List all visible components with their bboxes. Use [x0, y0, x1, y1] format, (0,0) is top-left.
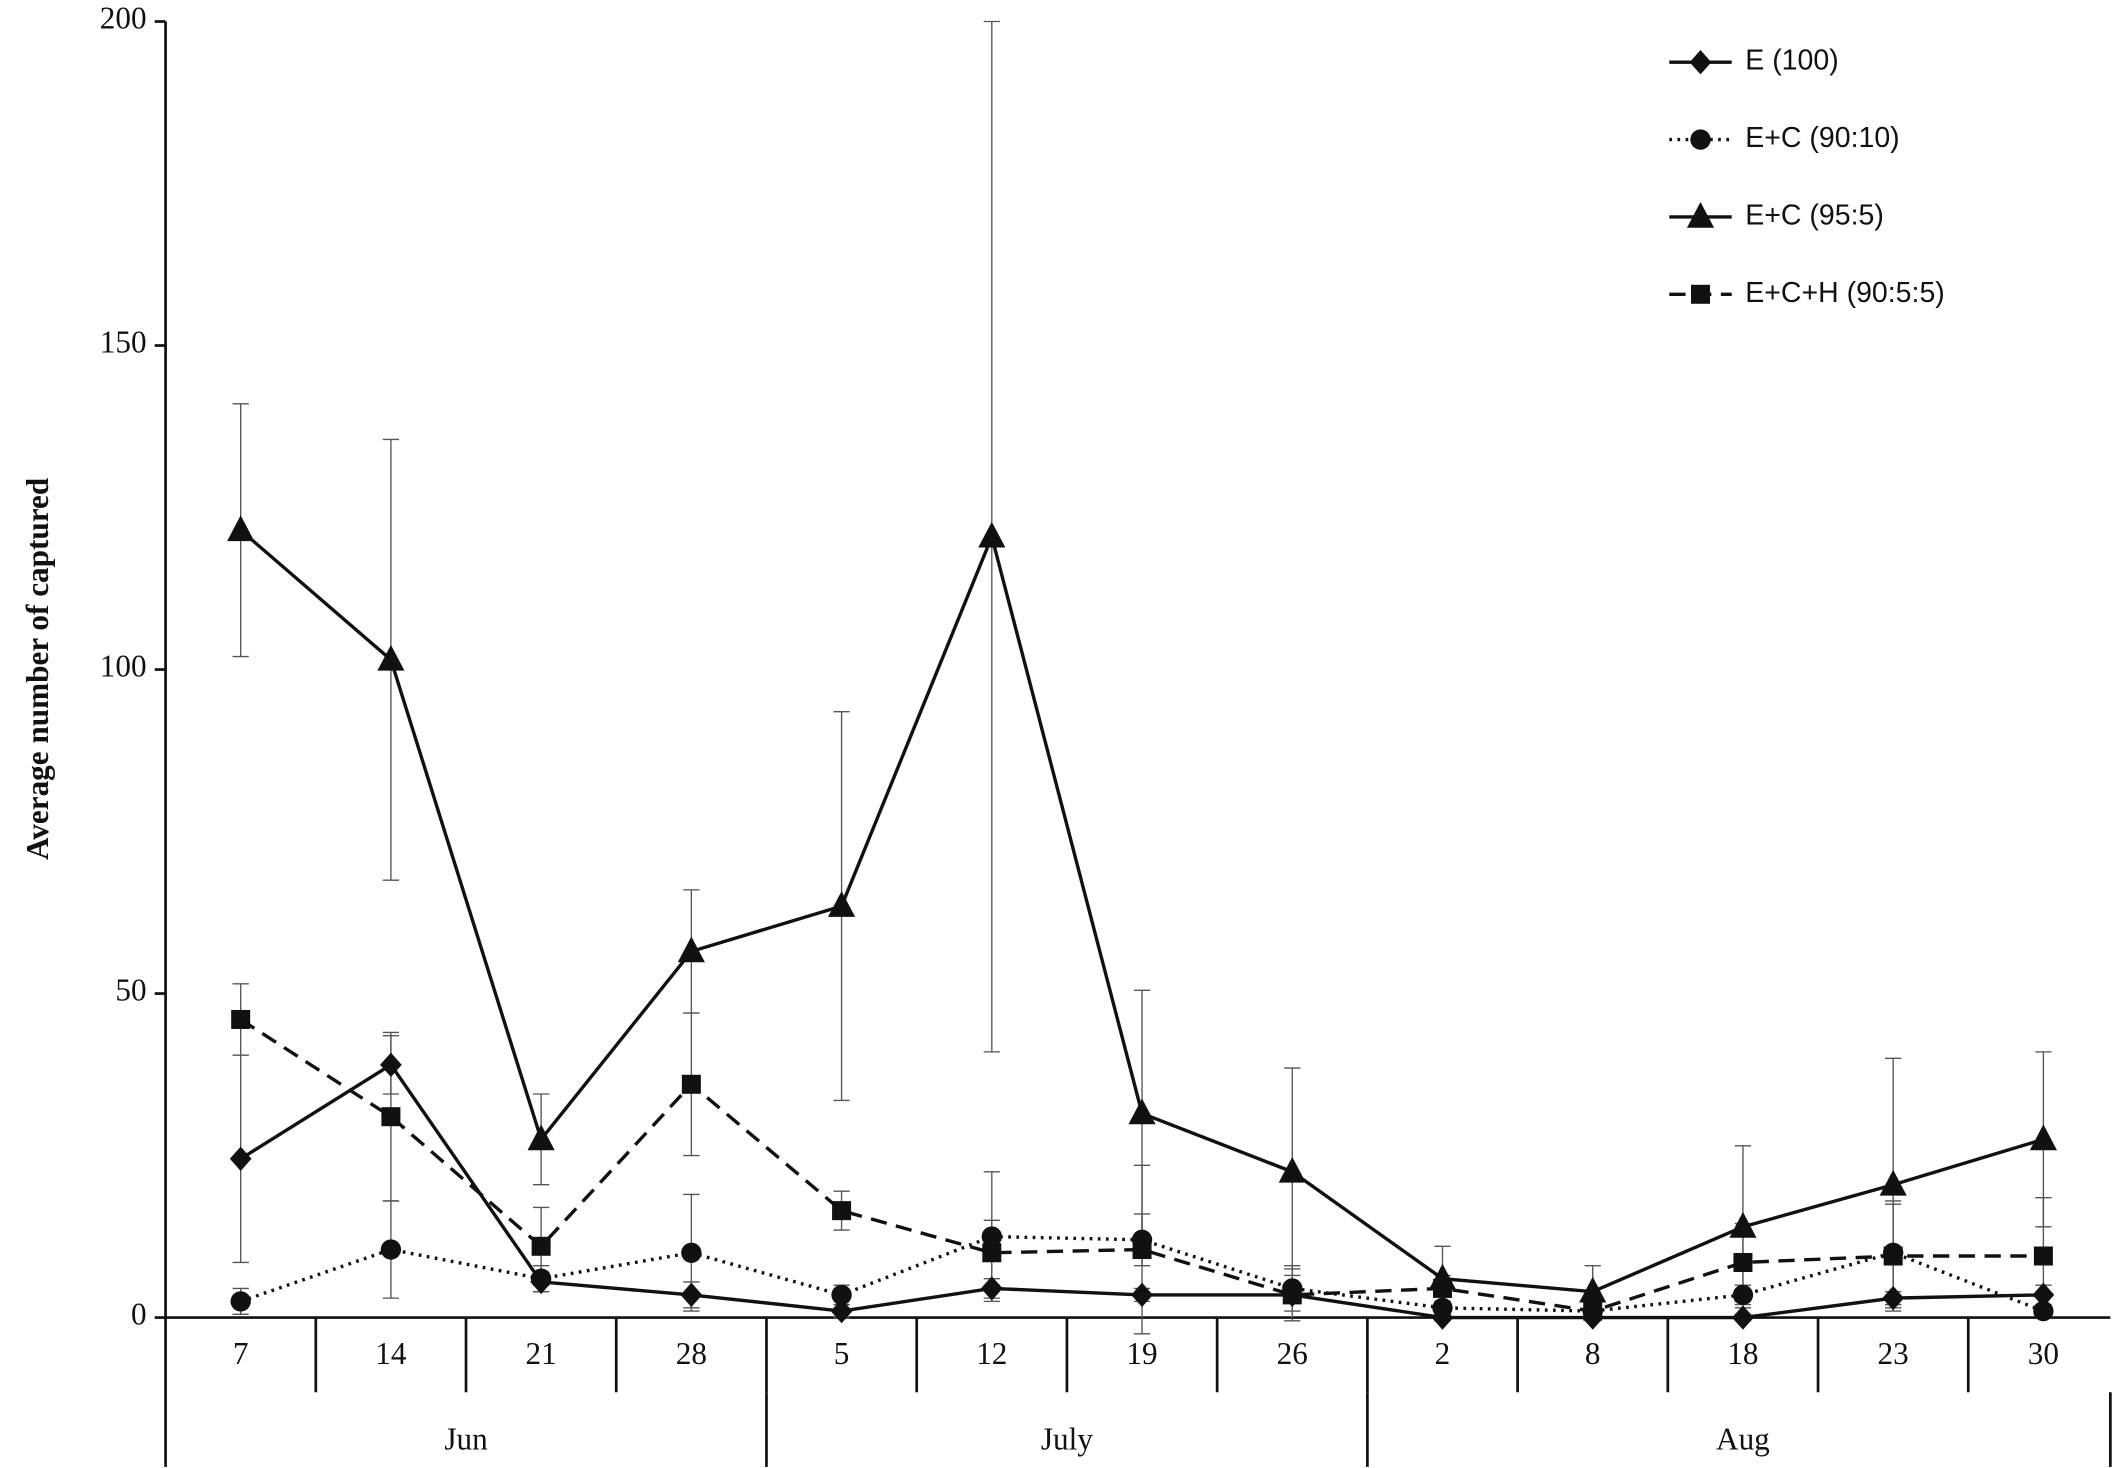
marker: [1689, 50, 1712, 75]
y-tick-label: 100: [100, 649, 147, 684]
marker: [230, 1291, 251, 1312]
marker: [380, 1239, 402, 1260]
marker: [1686, 202, 1715, 228]
x-tick-label: 18: [1727, 1336, 1758, 1371]
marker: [1278, 1156, 1306, 1183]
group-label: July: [1041, 1422, 1093, 1457]
legend-label: E+C (90:10): [1745, 122, 1899, 154]
marker: [2029, 1124, 2057, 1151]
marker: [2033, 1246, 2053, 1266]
marker: [1432, 1278, 1452, 1298]
marker: [1882, 1285, 1905, 1311]
x-tick-label: 8: [1585, 1336, 1601, 1371]
marker: [1732, 1284, 1754, 1306]
y-tick-label: 200: [100, 1, 147, 36]
marker: [527, 1124, 555, 1151]
marker: [681, 1242, 702, 1263]
x-tick-label: 28: [676, 1336, 707, 1371]
x-tick-label: 19: [1126, 1336, 1157, 1371]
marker: [231, 1009, 251, 1029]
legend-label: E+C+H (90:5:5): [1745, 277, 1945, 309]
marker: [981, 1226, 1002, 1247]
x-tick-label: 5: [834, 1336, 850, 1371]
marker: [229, 1146, 252, 1172]
marker: [680, 1282, 703, 1308]
marker: [1729, 1211, 1757, 1238]
y-axis-label: Average number of captured: [20, 478, 55, 860]
group-label: Jun: [444, 1422, 488, 1457]
x-tick-label: 14: [375, 1336, 407, 1371]
y-tick-label: 150: [100, 325, 147, 360]
marker: [531, 1236, 551, 1256]
x-tick-label: 26: [1277, 1336, 1308, 1371]
marker: [1690, 129, 1711, 150]
marker: [1691, 284, 1710, 304]
x-tick-label: 2: [1435, 1336, 1451, 1371]
y-tick-label: 0: [131, 1297, 147, 1332]
legend-label: E+C (95:5): [1745, 199, 1884, 231]
marker: [1128, 1098, 1156, 1125]
marker: [681, 1074, 701, 1094]
x-tick-label: 21: [526, 1336, 557, 1371]
x-tick-label: 23: [1878, 1336, 1909, 1371]
marker: [1131, 1282, 1153, 1308]
x-tick-label: 12: [976, 1336, 1007, 1371]
x-tick-label: 7: [233, 1336, 249, 1371]
marker: [2033, 1300, 2054, 1322]
marker: [982, 1243, 1002, 1263]
marker: [1732, 1305, 1754, 1330]
group-label: Aug: [1716, 1422, 1770, 1457]
marker: [980, 1276, 1003, 1301]
marker: [677, 936, 705, 963]
marker: [381, 1107, 401, 1127]
marker: [2032, 1282, 2055, 1308]
marker: [227, 515, 255, 542]
marker: [1432, 1297, 1453, 1319]
marker: [377, 644, 405, 671]
marker: [1132, 1240, 1152, 1260]
marker: [832, 1201, 852, 1221]
marker: [830, 1298, 853, 1324]
marker: [978, 521, 1006, 548]
marker: [380, 1052, 402, 1078]
marker: [831, 1284, 852, 1306]
marker: [1583, 1301, 1603, 1321]
marker: [1883, 1246, 1903, 1266]
marker: [530, 1268, 552, 1289]
x-tick-label: 30: [2028, 1336, 2059, 1371]
marker: [1733, 1252, 1753, 1272]
marker: [828, 891, 856, 917]
marker: [1879, 1169, 1907, 1196]
marker: [1282, 1285, 1302, 1305]
legend-label: E (100): [1745, 45, 1838, 77]
marker: [1579, 1276, 1607, 1303]
y-tick-label: 50: [115, 973, 146, 1008]
